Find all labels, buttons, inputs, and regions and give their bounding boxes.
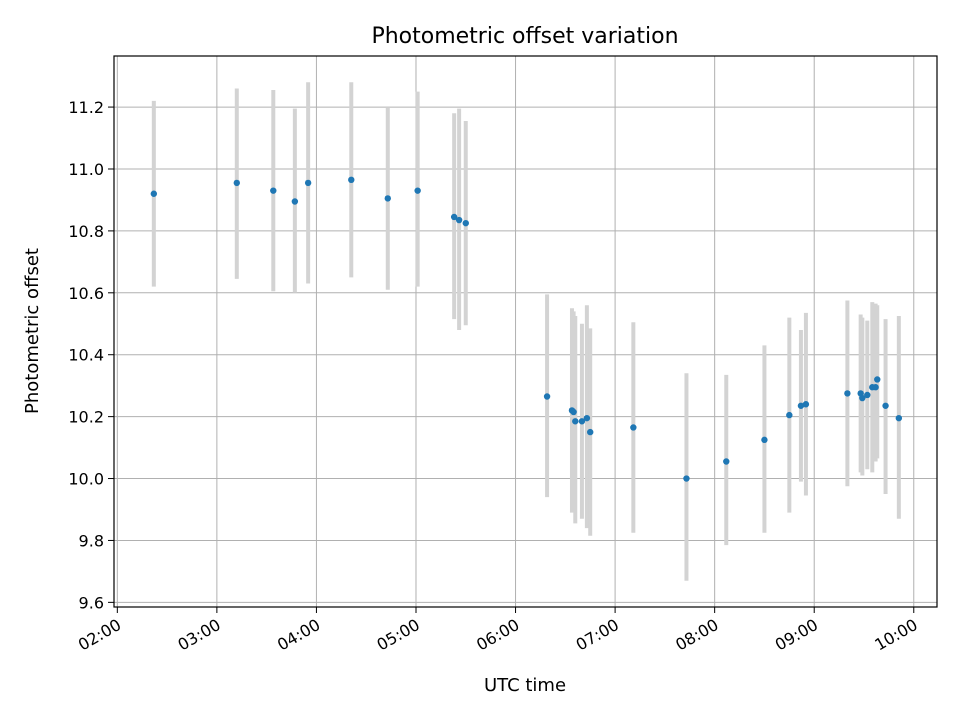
data-point xyxy=(462,219,469,227)
data-point xyxy=(786,411,793,419)
data-point xyxy=(797,402,805,409)
x-tick-label: 06:00 xyxy=(473,615,522,655)
x-tick-label: 03:00 xyxy=(174,615,223,655)
data-point xyxy=(233,179,240,187)
x-tick-label: 04:00 xyxy=(274,615,323,655)
data-point xyxy=(304,179,312,187)
data-point xyxy=(587,428,594,436)
x-tick-label: 09:00 xyxy=(772,615,821,655)
y-tick-label: 10.4 xyxy=(68,346,104,365)
data-point xyxy=(572,418,579,425)
x-tick-label: 02:00 xyxy=(75,615,124,655)
data-point xyxy=(384,195,391,202)
y-tick-label: 9.8 xyxy=(79,531,104,550)
data-point xyxy=(414,187,421,194)
data-point xyxy=(683,475,690,482)
data-point xyxy=(723,458,730,465)
data-point xyxy=(150,190,158,197)
data-point xyxy=(630,424,637,431)
y-tick-label: 11.2 xyxy=(68,98,104,117)
plot-frame xyxy=(113,55,938,608)
data-point xyxy=(844,390,851,397)
y-axis-label: Photometric offset xyxy=(22,248,43,414)
data-point xyxy=(882,402,889,409)
data-point xyxy=(872,384,879,391)
data-point xyxy=(874,376,881,383)
data-point xyxy=(291,198,299,205)
y-tick-label: 11.0 xyxy=(68,160,104,179)
x-tick-label: 10:00 xyxy=(871,615,920,655)
x-tick-label: 07:00 xyxy=(573,615,622,655)
y-tick-label: 10.2 xyxy=(68,408,104,427)
y-tick-label: 10.0 xyxy=(68,470,104,489)
data-point xyxy=(270,187,277,194)
data-point xyxy=(583,414,591,422)
data-point xyxy=(543,393,551,400)
x-axis-label: UTC time xyxy=(484,675,566,696)
data-point xyxy=(802,401,810,408)
data-point xyxy=(864,391,871,399)
data-point xyxy=(895,414,903,422)
chart-title: Photometric offset variation xyxy=(371,24,678,49)
y-tick-label: 10.8 xyxy=(68,222,104,241)
data-point xyxy=(578,418,586,425)
data-point xyxy=(570,408,577,416)
data-point xyxy=(859,394,866,402)
data-point xyxy=(348,176,355,184)
y-tick-label: 9.6 xyxy=(79,593,104,612)
x-tick-label: 08:00 xyxy=(672,615,721,655)
x-tick-label: 05:00 xyxy=(374,615,423,655)
data-point xyxy=(761,436,768,444)
data-point xyxy=(455,216,463,224)
data-point xyxy=(450,213,458,221)
y-tick-label: 10.6 xyxy=(68,284,104,303)
